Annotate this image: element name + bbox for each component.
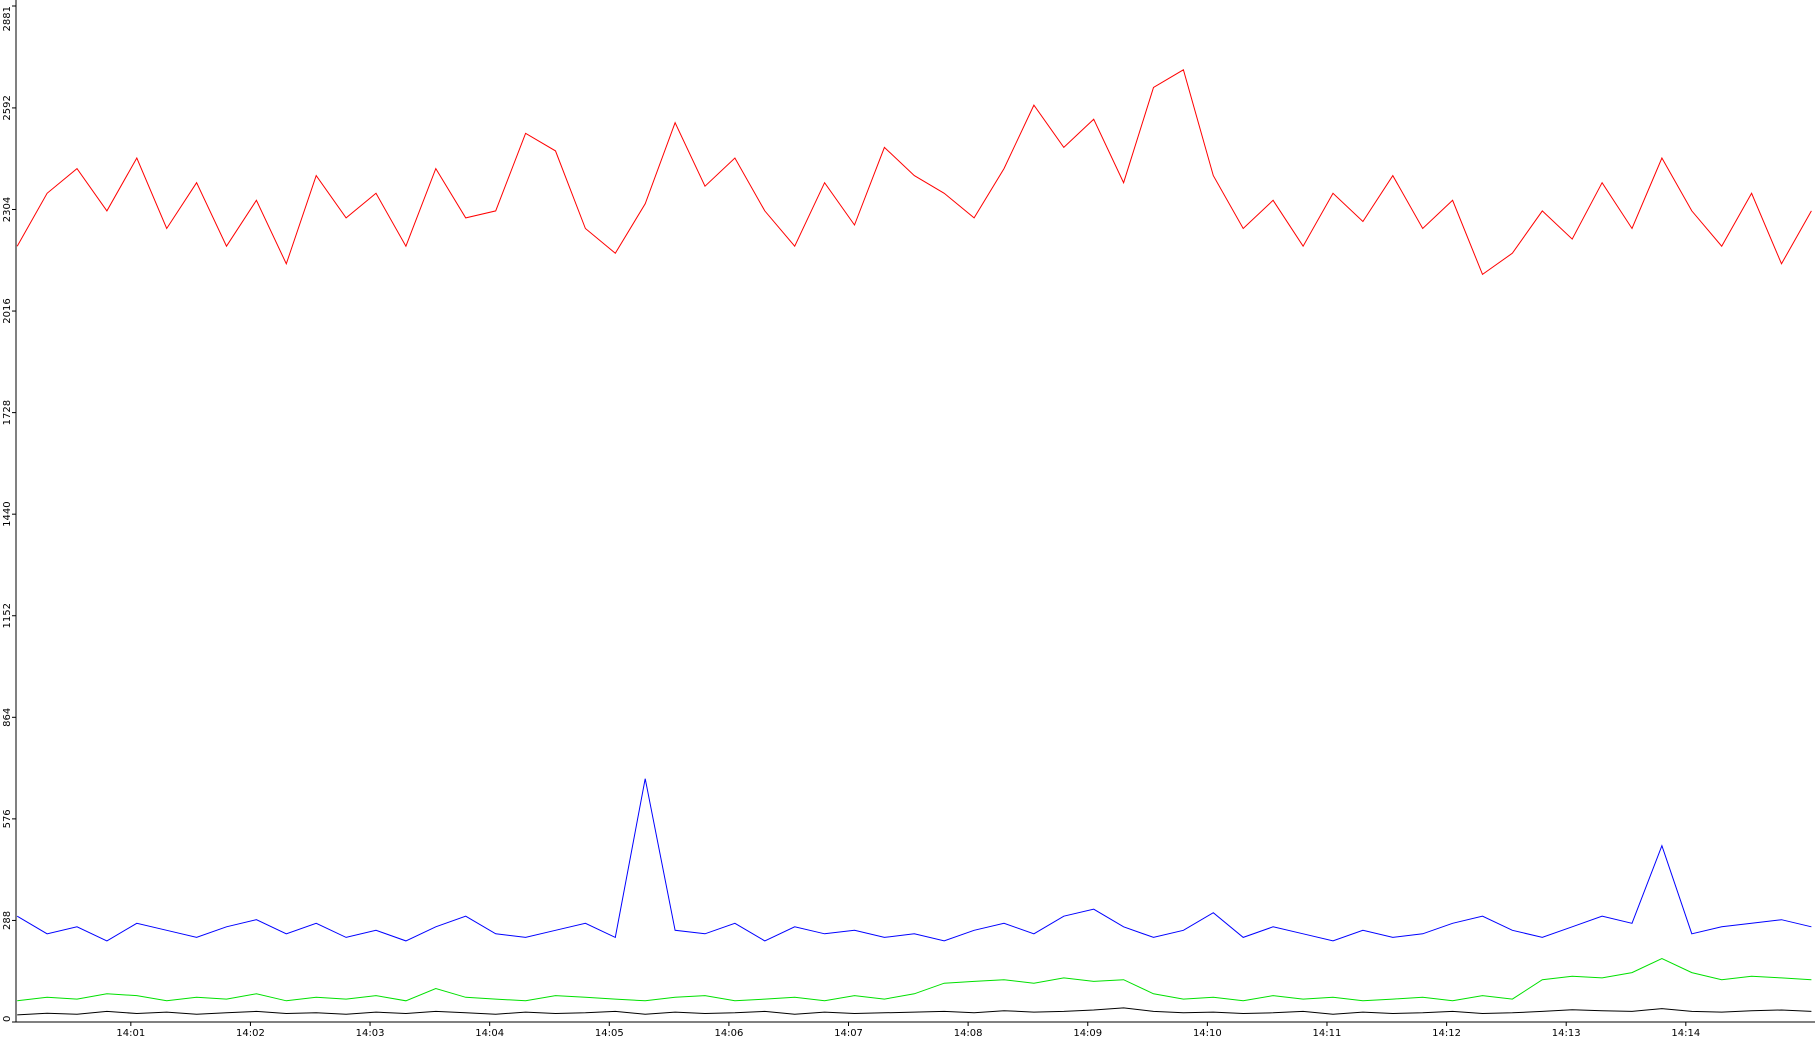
series-line [17,1007,1812,1016]
y-tick-label: 2592 [2,95,13,120]
x-tick-label: 14:06 [714,1028,743,1039]
x-tick-label: 14:03 [356,1028,385,1039]
y-tick-label: 1152 [2,603,13,628]
y-tick-label: 1440 [2,501,13,526]
y-tick-label: 0 [2,1016,13,1022]
x-tick-label: 14:11 [1313,1028,1342,1039]
x-tick-label: 14:13 [1552,1028,1581,1039]
series-line [16,778,1812,942]
x-tick-label: 14:02 [236,1028,265,1039]
y-tick-label: 2016 [2,298,13,323]
x-tick-label: 14:09 [1073,1028,1102,1039]
y-tick-label: 288 [2,911,13,930]
series-line [17,957,1812,1002]
x-tick-label: 14:01 [116,1028,145,1039]
x-tick-label: 14:07 [834,1028,863,1039]
series-line [16,69,1812,276]
x-tick-label: 14:10 [1193,1028,1222,1039]
x-tick-label: 14:14 [1671,1028,1700,1039]
x-tick-label: 14:12 [1432,1028,1461,1039]
x-tick-label: 14:05 [595,1028,624,1039]
y-tick-label: 2304 [2,197,13,222]
y-tick-label: 864 [2,708,13,727]
x-tick-label: 14:04 [475,1028,504,1039]
y-tick-label: 576 [2,809,13,828]
y-tick-label: 1728 [2,400,13,425]
x-tick-label: 14:08 [954,1028,983,1039]
y-tick-label: 2881 [2,6,13,31]
